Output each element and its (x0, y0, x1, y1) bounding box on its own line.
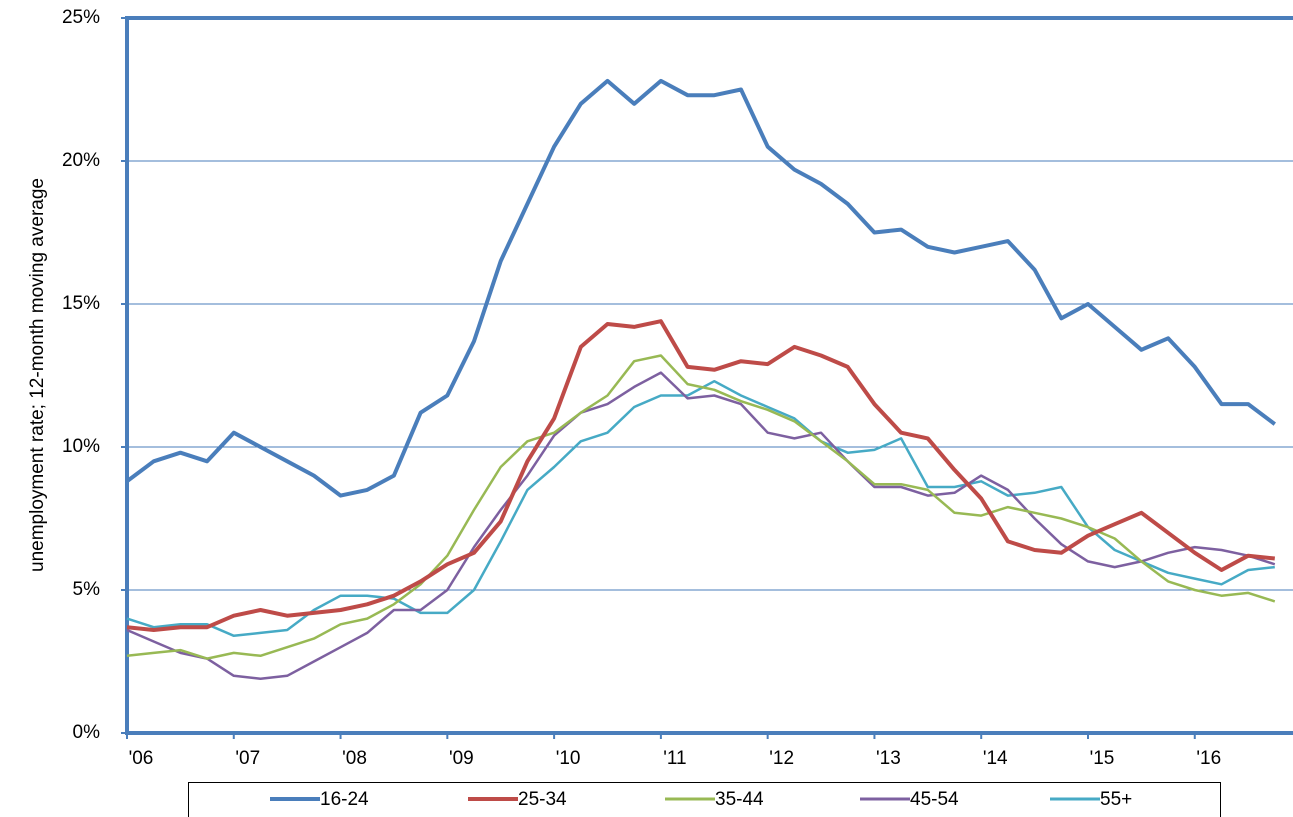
legend-label: 25-34 (518, 789, 567, 810)
x-tick-label: '15 (1090, 748, 1115, 769)
legend-label: 16-24 (320, 789, 369, 810)
x-tick-label: '12 (769, 748, 794, 769)
y-tick-label: 10% (62, 436, 100, 457)
y-tick-label: 20% (62, 150, 100, 171)
x-tick-label: '07 (235, 748, 260, 769)
x-tick-label: '09 (449, 748, 474, 769)
x-tick-label: '11 (663, 748, 686, 769)
x-tick-label: '16 (1196, 748, 1221, 769)
y-tick-label: 0% (73, 722, 101, 743)
x-tick-label: '06 (129, 748, 154, 769)
legend-label: 35-44 (715, 789, 764, 810)
series-line (125, 78, 1277, 498)
y-tick-label: 5% (73, 579, 101, 600)
legend-label: 55+ (1100, 789, 1132, 810)
x-tick-label: '10 (556, 748, 581, 769)
x-tick-label: '08 (342, 748, 367, 769)
y-tick-label: 15% (62, 293, 100, 314)
y-tick-label: 25% (62, 7, 100, 28)
x-tick-label: '13 (876, 748, 901, 769)
series-line (126, 379, 1275, 638)
legend-label: 45-54 (910, 789, 959, 810)
series-line (126, 354, 1276, 660)
x-tick-label: '14 (983, 748, 1008, 769)
series-line (126, 319, 1276, 632)
series-line (126, 371, 1276, 680)
y-axis-title: unemployment rate; 12-month moving avera… (27, 178, 48, 572)
